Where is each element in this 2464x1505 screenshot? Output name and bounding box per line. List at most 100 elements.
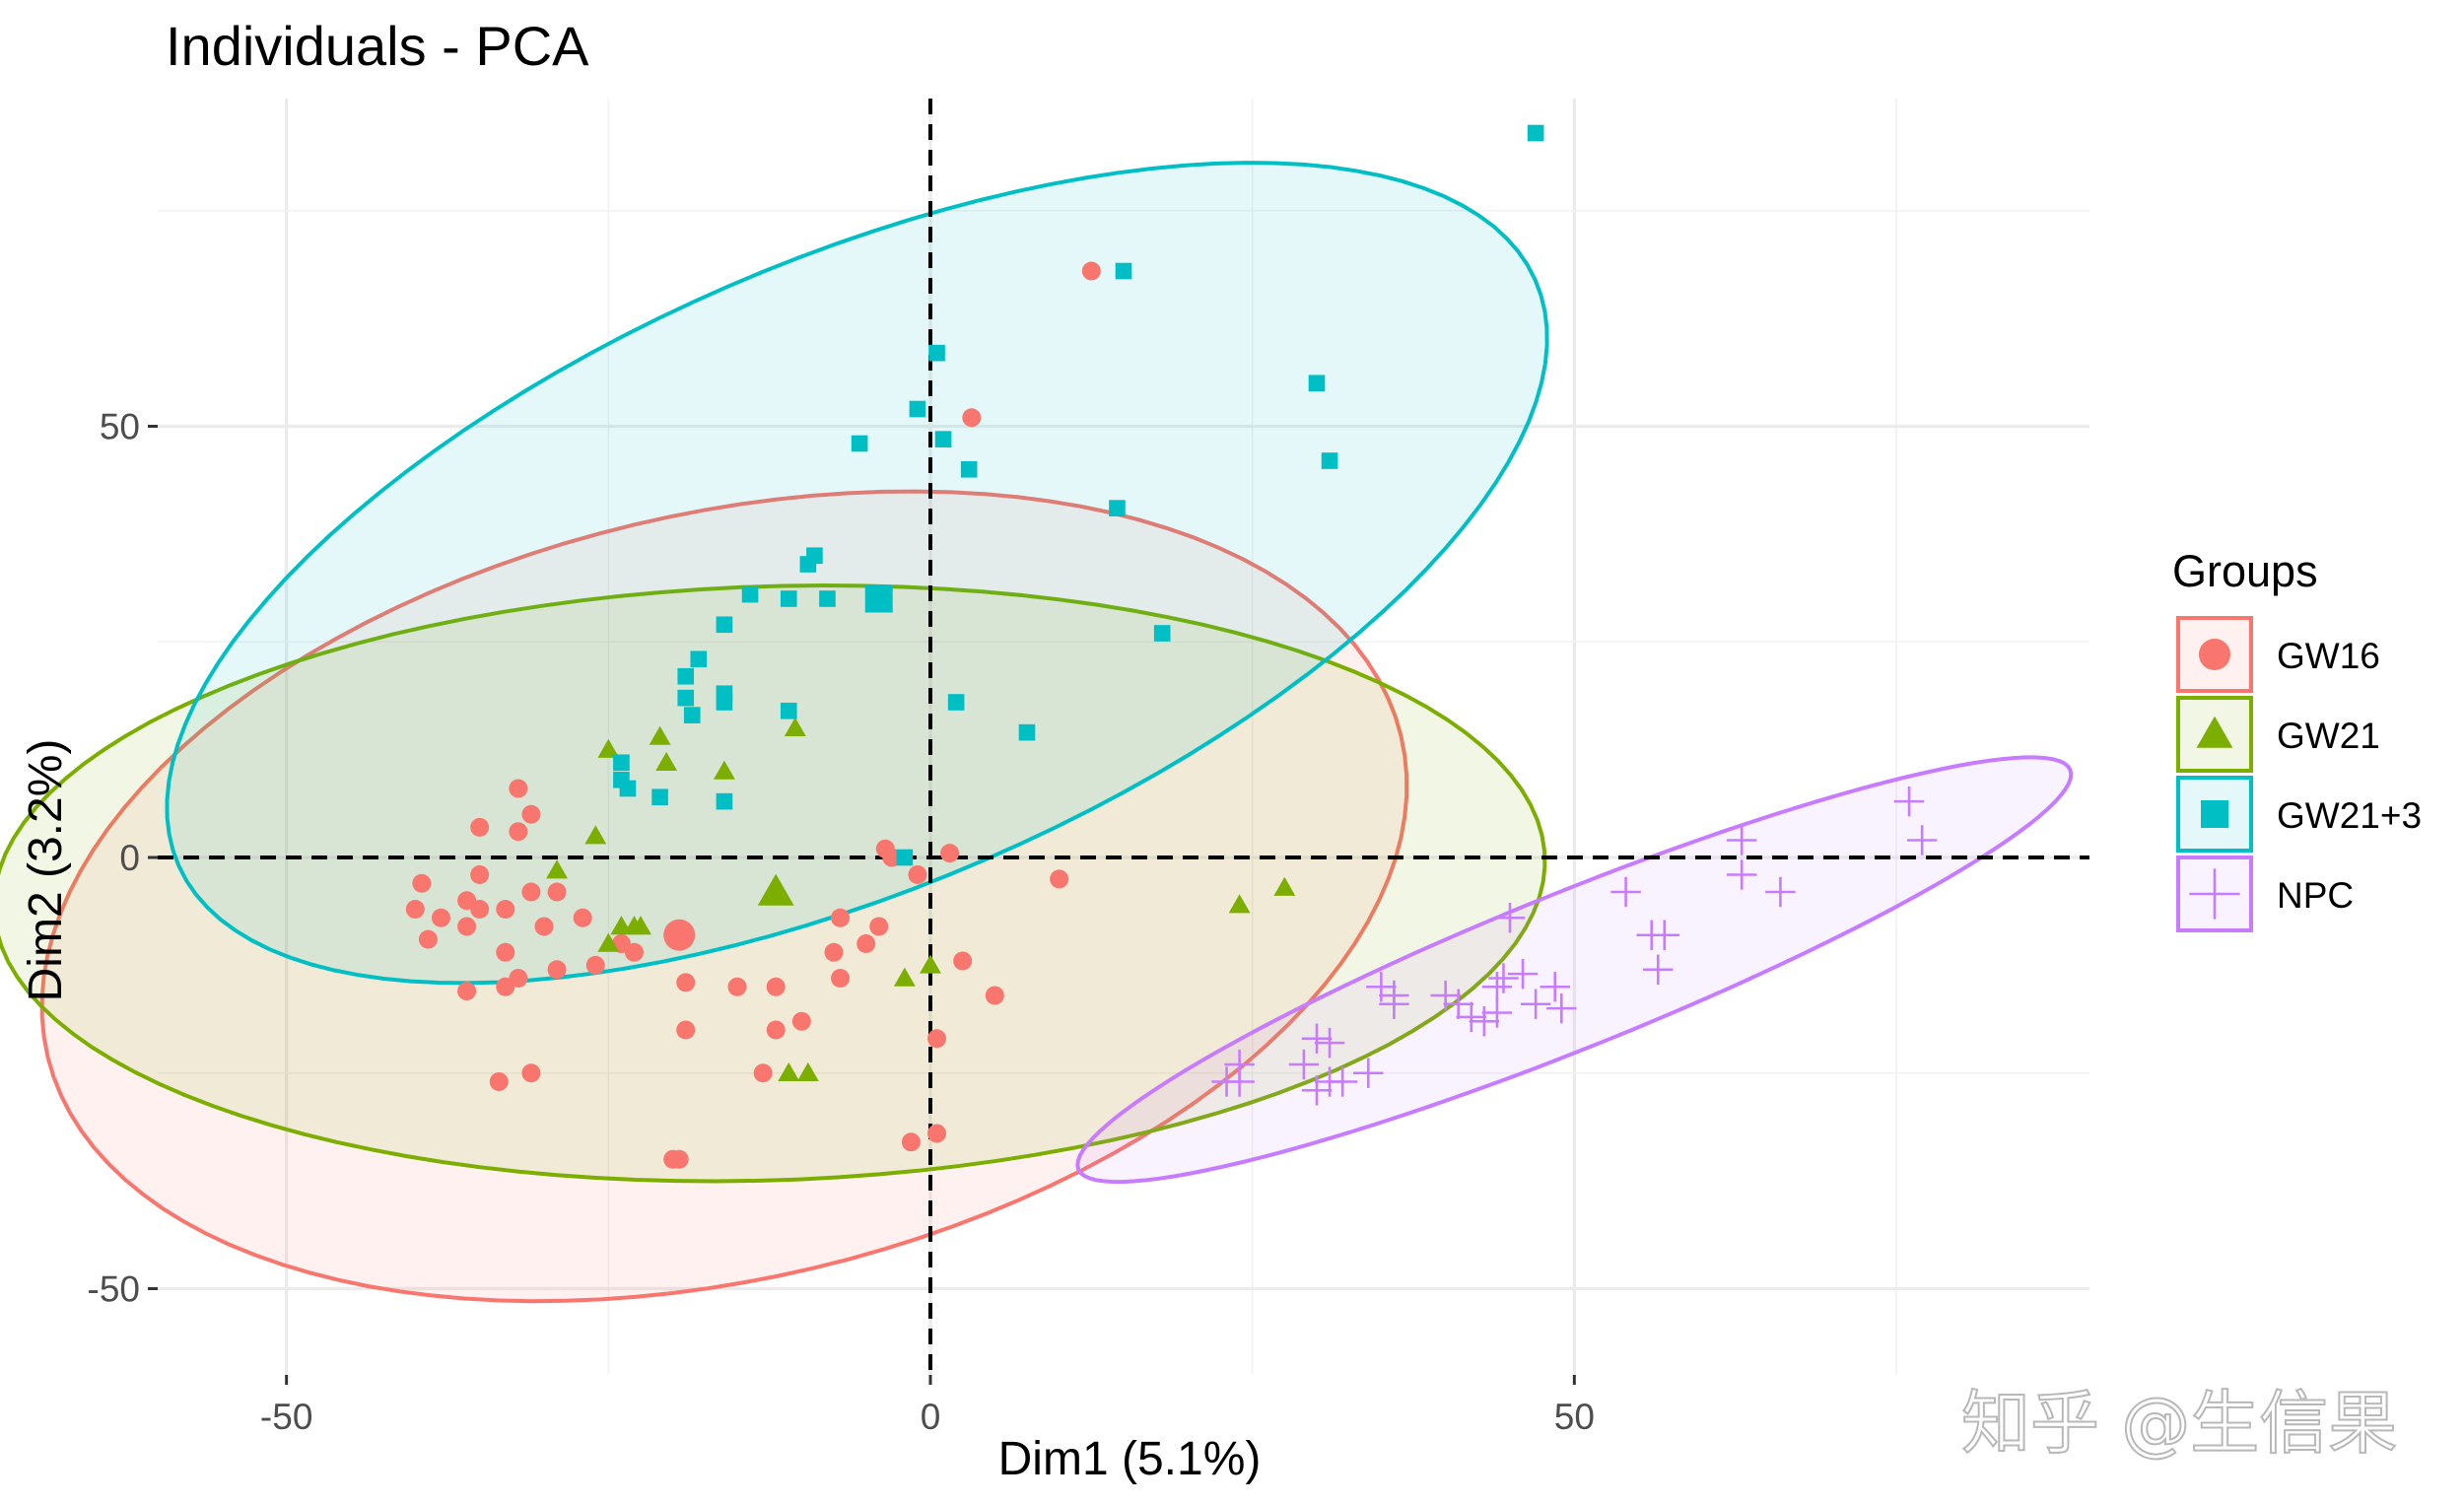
x-tick-label: 50 (1554, 1397, 1595, 1437)
point-gw21-3 (1115, 262, 1132, 280)
point-gw16 (470, 900, 490, 919)
point-gw16 (940, 844, 960, 863)
point-gw16 (1050, 869, 1069, 889)
legend-item-npc: NPC (2176, 855, 2354, 932)
point-gw16 (547, 882, 567, 902)
point-gw16 (521, 1063, 541, 1083)
point-gw16 (908, 865, 927, 884)
point-npc (1507, 958, 1539, 990)
point-gw16 (927, 1124, 947, 1143)
point-npc (1643, 954, 1674, 985)
x-tick-label: -50 (260, 1397, 312, 1437)
point-gw16 (547, 960, 567, 980)
point-npc (1469, 1006, 1500, 1037)
centroid-gw21-3 (864, 584, 893, 613)
point-gw16 (669, 1149, 689, 1169)
point-npc (1443, 989, 1473, 1019)
point-gw16 (869, 917, 889, 936)
point-gw21 (893, 967, 916, 987)
point-gw16 (496, 900, 515, 919)
point-npc (1893, 786, 1925, 817)
legend-symbol-gw21 (2196, 716, 2233, 748)
point-gw21-3 (1308, 375, 1326, 392)
point-gw16 (753, 1063, 773, 1083)
legend-label-gw21: GW21 (2277, 716, 2380, 756)
watermark: 知乎 @生信果 (1961, 1383, 2397, 1464)
point-npc (1288, 1049, 1320, 1080)
point-gw16 (676, 973, 696, 992)
y-tick-label: 50 (100, 407, 140, 447)
point-npc (1314, 1027, 1345, 1059)
point-npc (1765, 876, 1796, 908)
point-gw21-3 (1109, 500, 1126, 516)
point-gw21-3 (619, 780, 637, 797)
point-gw16 (412, 873, 432, 893)
point-gw16 (824, 942, 844, 962)
point-gw21-3 (1153, 625, 1171, 642)
point-gw21 (714, 760, 735, 780)
point-gw21-3 (1321, 452, 1338, 469)
point-gw21-3 (716, 792, 733, 810)
legend-symbol-gw16 (2199, 639, 2230, 670)
point-gw21-3 (947, 694, 965, 711)
point-gw16 (585, 955, 605, 975)
point-gw16 (901, 1132, 921, 1152)
point-npc (1379, 989, 1409, 1019)
point-gw21-3 (716, 694, 733, 711)
point-gw21-3 (1018, 723, 1036, 741)
point-gw16 (766, 977, 786, 996)
point-gw21 (778, 1061, 800, 1081)
point-gw21-3 (683, 707, 701, 723)
point-gw21-3 (819, 590, 836, 607)
point-npc (1211, 1066, 1242, 1097)
point-npc (1540, 972, 1570, 1002)
point-npc (1520, 989, 1551, 1019)
point-gw21 (597, 932, 620, 952)
ellipse-npc (1075, 755, 2074, 1185)
point-gw16 (521, 882, 541, 902)
point-npc (1488, 963, 1519, 993)
legend: Groups GW16 GW21 GW21+3 NPC (2172, 546, 2422, 932)
point-gw21 (630, 916, 651, 935)
point-gw21 (796, 1061, 819, 1081)
axes: -50 0 50 -50 0 50 (88, 407, 1595, 1438)
point-npc (1636, 920, 1667, 950)
point-gw16 (962, 408, 982, 428)
point-gw21-3 (690, 650, 708, 668)
point-gw16 (831, 969, 851, 988)
point-npc (1301, 1075, 1333, 1106)
point-gw16 (470, 865, 490, 884)
ellipse-gw21-3 (165, 161, 1549, 986)
concentration-ellipses (0, 161, 2074, 1304)
legend-item-gw16: GW16 (2176, 616, 2380, 693)
point-npc (1327, 1066, 1358, 1097)
point-npc (1481, 997, 1513, 1028)
point-gw21-3 (651, 788, 668, 806)
point-npc (1353, 1058, 1384, 1088)
point-gw21 (597, 738, 620, 758)
point-gw21-3 (780, 590, 797, 607)
point-gw16 (509, 969, 528, 988)
legend-title: Groups (2172, 546, 2318, 596)
point-gw16 (431, 908, 450, 927)
data-points (405, 124, 1938, 1169)
point-gw21 (920, 954, 941, 974)
chart-title: Individuals - PCA (166, 15, 589, 77)
point-gw21-3 (960, 460, 978, 478)
legend-item-gw21: GW21 (2176, 696, 2380, 773)
point-npc (1366, 972, 1397, 1002)
point-gw16 (676, 1020, 696, 1040)
y-tick-label: 0 (119, 838, 140, 878)
point-gw16 (509, 779, 528, 798)
point-gw21-3 (909, 400, 926, 418)
point-gw16 (766, 1020, 786, 1040)
legend-symbol-gw21-3 (2201, 800, 2228, 828)
legend-symbol-npc (2189, 868, 2240, 920)
point-npc (1906, 825, 1938, 855)
point-npc (1727, 825, 1757, 855)
point-gw21-3 (613, 754, 630, 772)
legend-label-gw16: GW16 (2277, 636, 2380, 676)
point-npc (1494, 903, 1526, 933)
x-tick-label: 0 (921, 1397, 941, 1437)
